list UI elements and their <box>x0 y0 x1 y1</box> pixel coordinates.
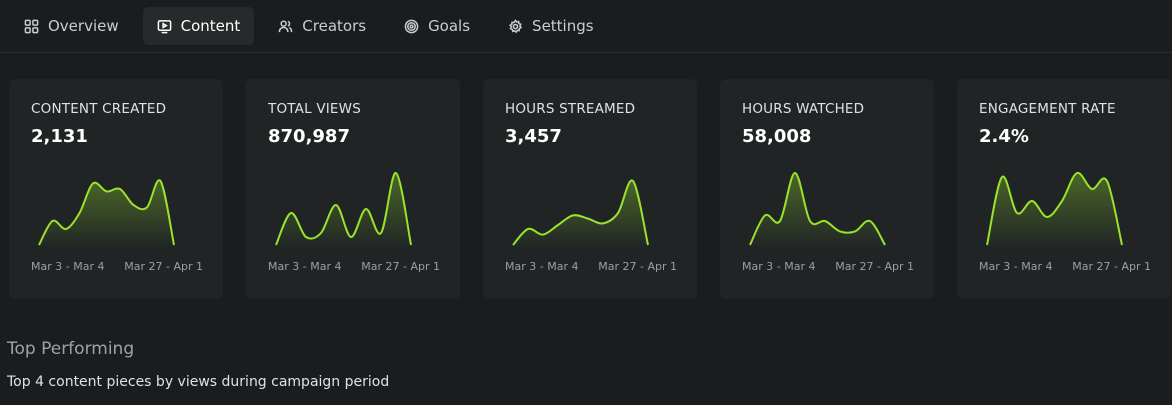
section-title: Top Performing <box>7 339 135 359</box>
tab-overview-label: Overview <box>48 17 119 35</box>
section-subtitle: Top 4 content pieces by views during cam… <box>7 374 390 390</box>
range-end: Mar 27 - Apr 1 <box>598 260 677 273</box>
sparkline-line <box>986 171 1123 246</box>
range-end: Mar 27 - Apr 1 <box>1072 260 1151 273</box>
sparkline <box>749 169 910 334</box>
range-start: Mar 3 - Mar 4 <box>742 260 816 273</box>
sparkline-svg <box>512 179 649 249</box>
target-icon <box>404 19 419 33</box>
range-start: Mar 3 - Mar 4 <box>31 260 105 273</box>
sparkline-svg <box>38 179 175 249</box>
metric-label: CONTENT CREATED <box>31 101 167 117</box>
sparkline-svg <box>275 171 412 249</box>
metric-card-content-created: CONTENT CREATED 2,131 Mar 3 - Mar 4 Mar … <box>9 79 223 299</box>
tab-creators-label: Creators <box>302 17 367 35</box>
play-screen-icon <box>157 19 171 33</box>
range-start: Mar 3 - Mar 4 <box>505 260 579 273</box>
grid-icon <box>24 19 39 33</box>
sparkline <box>38 169 199 334</box>
sparkline <box>986 169 1147 334</box>
sparkline-area <box>750 173 885 249</box>
range-end: Mar 27 - Apr 1 <box>124 260 203 273</box>
metric-value: 2.4% <box>979 126 1029 147</box>
metric-card-hours-watched: HOURS WATCHED 58,008 Mar 3 - Mar 4 Mar 2… <box>720 79 934 299</box>
sparkline-svg <box>986 171 1123 249</box>
users-icon <box>278 20 293 32</box>
sparkline-line <box>275 171 412 246</box>
range-start: Mar 3 - Mar 4 <box>268 260 342 273</box>
sparkline-line <box>512 179 649 246</box>
metric-value: 3,457 <box>505 126 562 147</box>
sparkline <box>275 169 436 334</box>
sparkline <box>512 169 673 334</box>
range-start: Mar 3 - Mar 4 <box>979 260 1053 273</box>
metric-value: 2,131 <box>31 126 88 147</box>
metric-label: HOURS STREAMED <box>505 101 636 117</box>
metric-label: HOURS WATCHED <box>742 101 865 117</box>
sparkline-area <box>276 172 411 249</box>
metric-value: 58,008 <box>742 126 812 147</box>
sparkline-area <box>39 180 174 249</box>
tab-goals[interactable]: Goals <box>390 7 484 45</box>
tab-settings[interactable]: Settings <box>494 7 608 45</box>
gear-icon <box>509 18 523 33</box>
sparkline-area <box>987 172 1122 249</box>
top-nav: Overview Content Creators Goals Settings <box>0 0 1172 53</box>
tab-content-label: Content <box>180 17 241 35</box>
tab-settings-label: Settings <box>532 17 594 35</box>
metric-label: ENGAGEMENT RATE <box>979 101 1116 117</box>
sparkline-line <box>38 179 175 246</box>
tab-content[interactable]: Content <box>142 7 255 45</box>
sparkline-area <box>513 180 648 249</box>
tab-goals-label: Goals <box>428 17 471 35</box>
tab-overview[interactable]: Overview <box>10 7 133 45</box>
sparkline-line <box>749 171 886 246</box>
range-end: Mar 27 - Apr 1 <box>835 260 914 273</box>
tab-creators[interactable]: Creators <box>264 7 380 45</box>
metric-card-engagement-rate: ENGAGEMENT RATE 2.4% Mar 3 - Mar 4 Mar 2… <box>957 79 1171 299</box>
metric-label: TOTAL VIEWS <box>268 101 361 117</box>
metric-value: 870,987 <box>268 126 350 147</box>
sparkline-svg <box>749 171 886 249</box>
metric-card-total-views: TOTAL VIEWS 870,987 Mar 3 - Mar 4 Mar 27… <box>246 79 460 299</box>
range-end: Mar 27 - Apr 1 <box>361 260 440 273</box>
metric-card-hours-streamed: HOURS STREAMED 3,457 Mar 3 - Mar 4 Mar 2… <box>483 79 697 299</box>
metric-cards: CONTENT CREATED 2,131 Mar 3 - Mar 4 Mar … <box>9 79 1171 299</box>
